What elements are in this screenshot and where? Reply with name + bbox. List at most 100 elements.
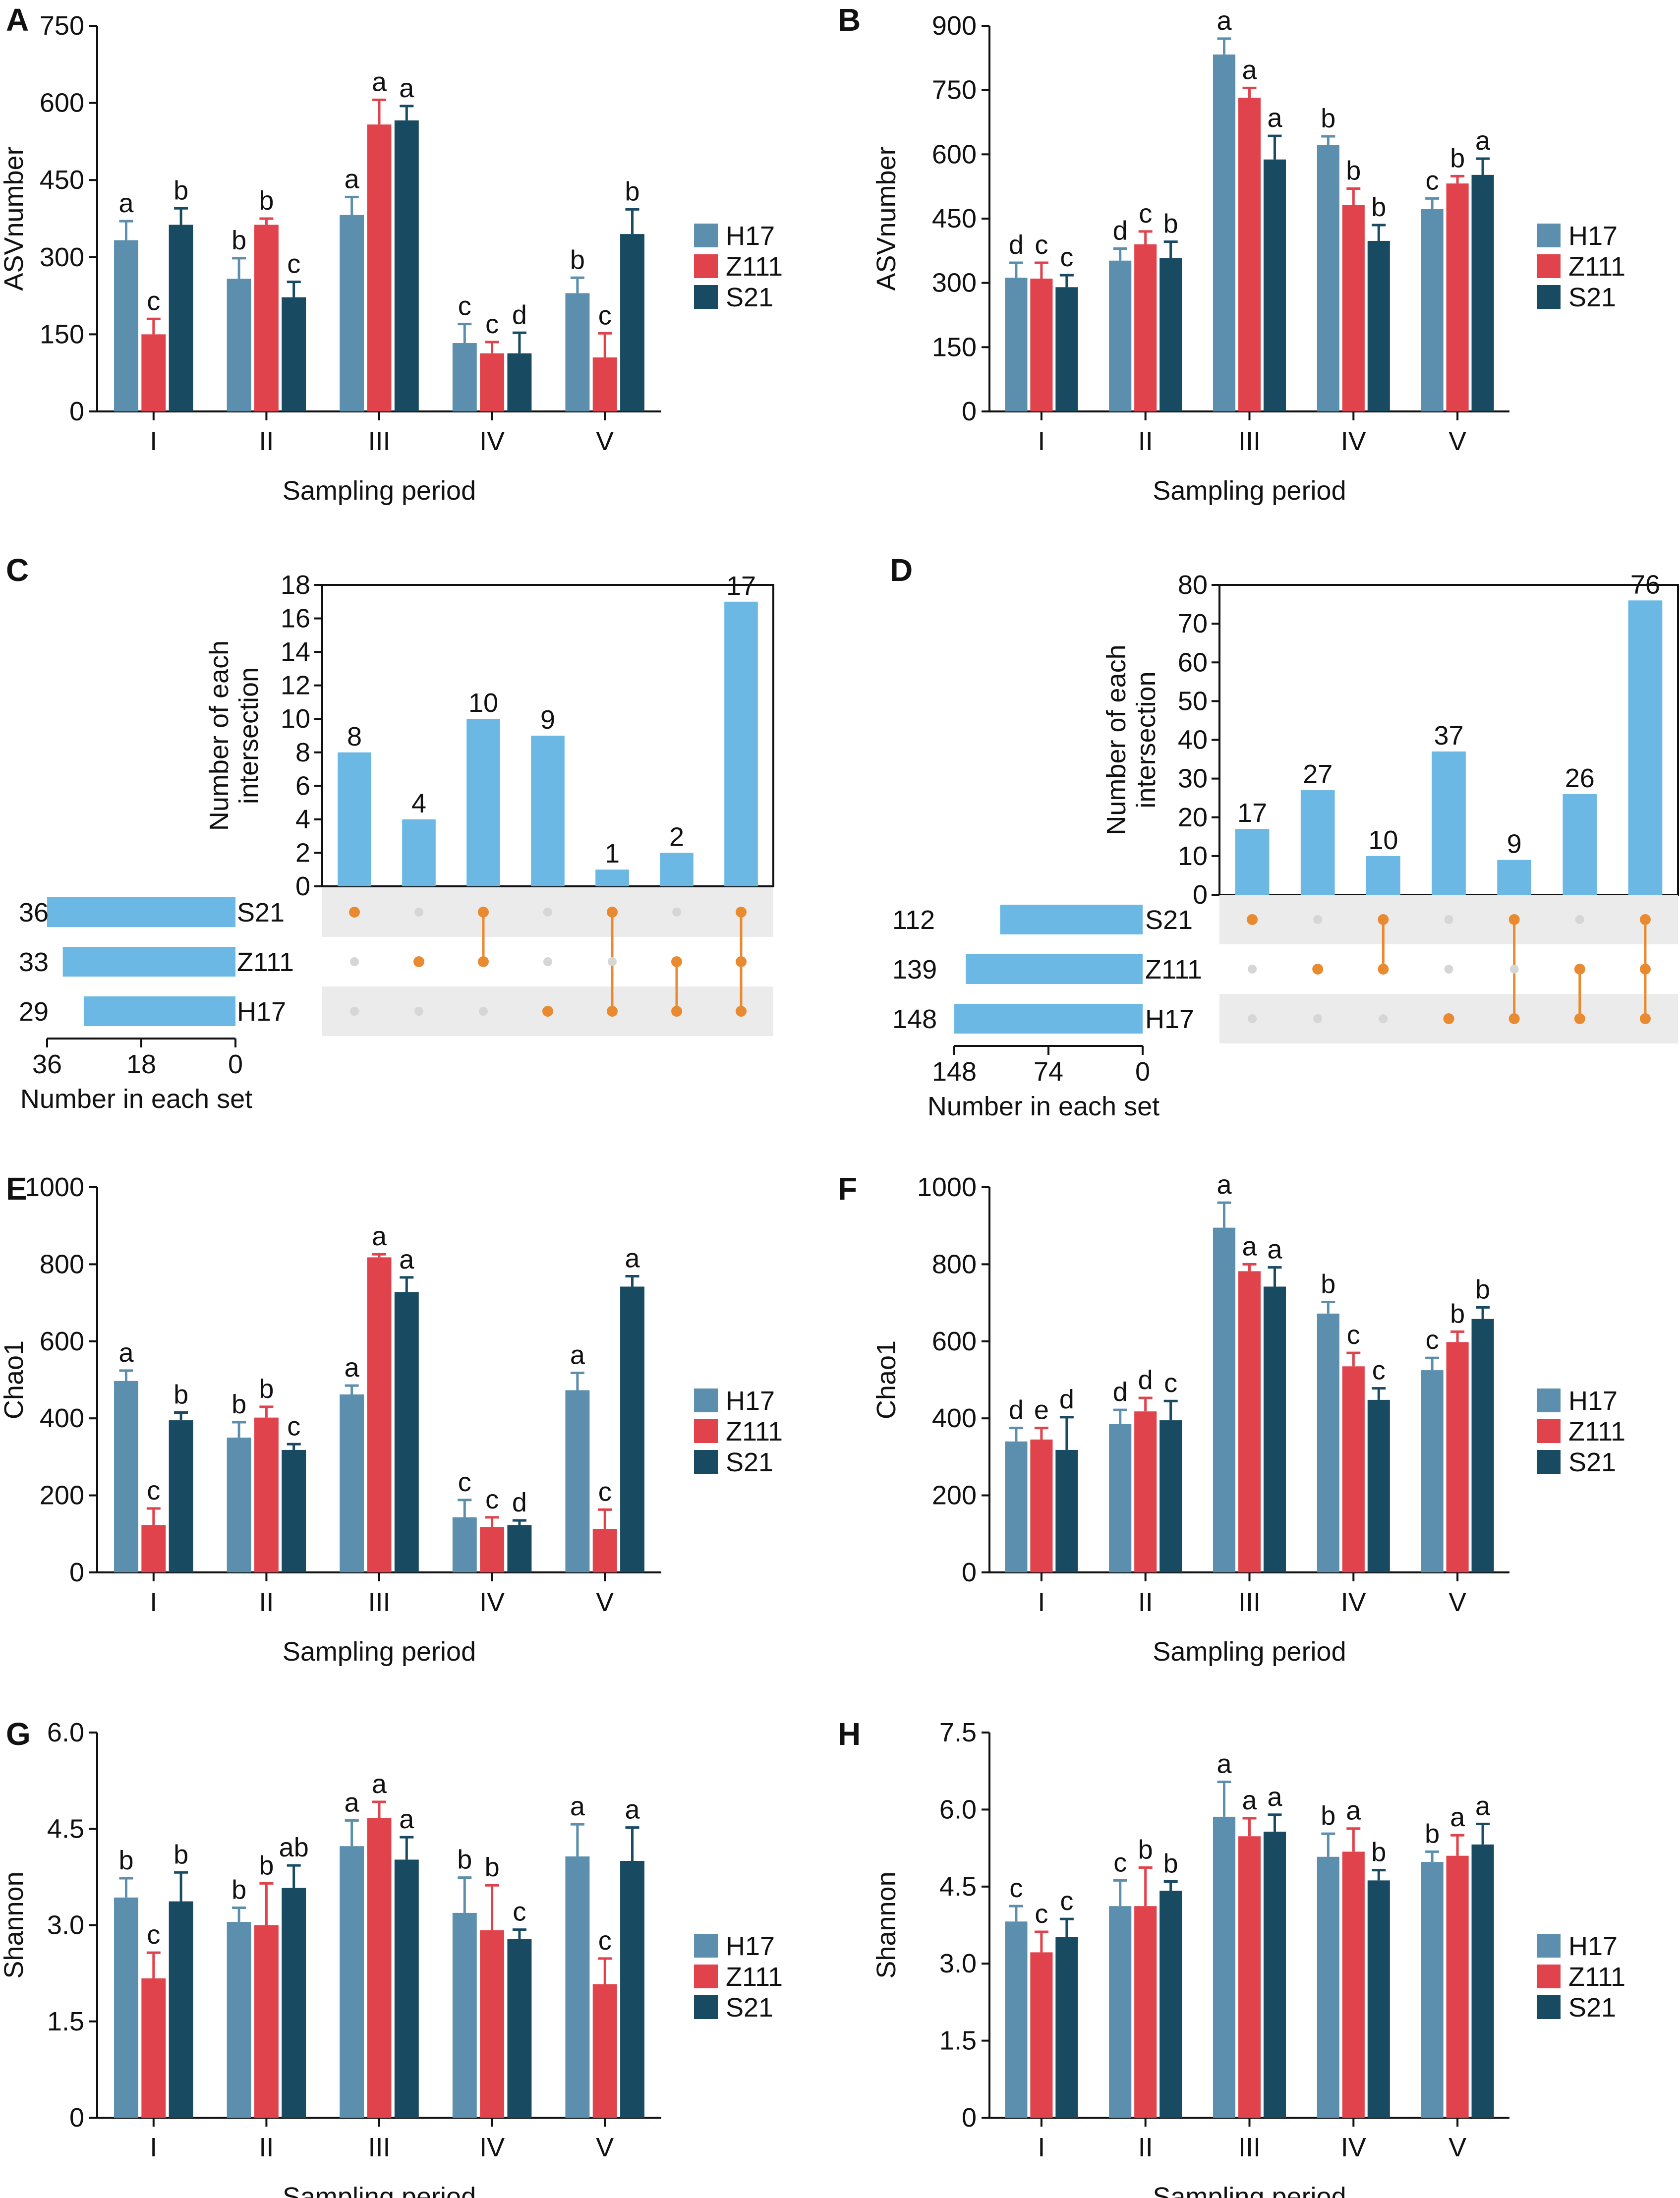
matrix-dot-active (607, 907, 618, 918)
y-axis-title-line1: Number of each (204, 640, 234, 831)
bar-H17 (227, 279, 251, 411)
matrix-dot-active (607, 1006, 618, 1017)
significance-letter: d (1009, 1395, 1024, 1425)
matrix-dot-active (1639, 1013, 1651, 1024)
bar-S21 (394, 1292, 419, 1572)
bar-H17 (565, 293, 590, 411)
significance-letter: b (259, 1851, 274, 1880)
x-tick-label: IV (1341, 1587, 1366, 1617)
matrix-dot-inactive (1575, 915, 1584, 924)
significance-letter: c (1426, 1325, 1439, 1355)
significance-letter: b (1450, 1299, 1465, 1329)
y-tick-label: 450 (932, 204, 977, 233)
legend-swatch-Z111 (694, 1419, 718, 1443)
significance-letter: a (1242, 55, 1257, 85)
x-tick-label: II (259, 426, 274, 456)
set-size-value: 112 (892, 905, 935, 935)
bar-H17 (1317, 1313, 1339, 1572)
set-size-value: 36 (19, 898, 49, 927)
legend-swatch-H17 (1537, 1388, 1561, 1412)
set-axis-title: Number in each set (20, 1084, 252, 1114)
bar-S21 (1159, 1891, 1182, 2118)
set-name: S21 (1145, 905, 1193, 935)
legend-swatch-Z111 (694, 1965, 718, 1988)
bar-Z111 (1134, 244, 1157, 411)
set-axis-tick-label: 18 (126, 1049, 156, 1079)
matrix-dot-active (671, 1006, 682, 1017)
matrix-dot-inactive (414, 1007, 423, 1016)
y-tick-label: 200 (932, 1481, 977, 1510)
x-tick-label: V (596, 2133, 614, 2162)
bar-Z111 (1446, 1855, 1469, 2118)
intersection-value: 8 (347, 722, 362, 752)
significance-letter: c (147, 1920, 160, 1950)
y-tick-label: 2 (295, 838, 310, 868)
bar-Z111 (367, 1818, 392, 2118)
set-axis-tick-label: 74 (1034, 1057, 1063, 1087)
x-tick-label: IV (479, 426, 505, 456)
y-tick-label: 14 (281, 637, 310, 667)
y-tick-label: 1.5 (47, 2007, 84, 2036)
y-tick-label: 800 (40, 1249, 84, 1279)
significance-letter: d (1113, 1377, 1128, 1407)
intersection-value: 17 (726, 571, 756, 601)
bar-H17 (1213, 1227, 1236, 1572)
y-tick-label: 400 (932, 1403, 977, 1433)
significance-letter: c (1060, 242, 1073, 272)
intersection-bar (1497, 860, 1531, 895)
matrix-dot-inactive (1248, 965, 1257, 974)
y-tick-label: 0 (69, 1558, 84, 1587)
significance-letter: d (1138, 1365, 1153, 1395)
significance-letter: a (1267, 1782, 1282, 1812)
y-tick-label: 0 (962, 1558, 977, 1587)
legend-label: H17 (1568, 1386, 1618, 1416)
x-tick-label: III (1238, 426, 1261, 456)
x-tick-label: I (150, 426, 157, 456)
significance-letter: a (1267, 1235, 1282, 1265)
legend-label: H17 (1568, 1931, 1618, 1961)
significance-letter: c (598, 1926, 612, 1956)
y-tick-label: 900 (932, 11, 977, 41)
bar-H17 (340, 1394, 364, 1572)
bar-Z111 (141, 334, 166, 411)
y-axis-title-line2: intersection (1131, 671, 1161, 808)
significance-letter: a (1475, 1791, 1491, 1821)
significance-letter: a (1267, 103, 1282, 133)
y-tick-label: 4 (295, 805, 310, 834)
significance-letter: a (1475, 126, 1491, 156)
bar-H17 (565, 1856, 590, 2118)
y-tick-label: 150 (40, 319, 84, 349)
bar-S21 (620, 1861, 644, 2118)
significance-letter: c (458, 291, 471, 321)
matrix-dot-active (542, 1006, 553, 1017)
y-axis-title-line2: intersection (234, 667, 264, 804)
x-tick-label: I (1038, 2133, 1045, 2162)
matrix-dot-active (349, 907, 360, 918)
set-size-bar (966, 954, 1143, 984)
bar-S21 (394, 120, 419, 412)
significance-letter: b (485, 1852, 500, 1882)
intersection-value: 9 (540, 705, 555, 735)
set-name: Z111 (1145, 955, 1202, 984)
bar-S21 (1367, 1399, 1390, 1572)
y-tick-label: 150 (932, 332, 977, 362)
y-tick-label: 10 (1178, 841, 1208, 871)
bar-H17 (114, 1897, 138, 2118)
x-tick-label: II (259, 1587, 274, 1617)
intersection-value: 76 (1630, 570, 1660, 599)
x-tick-label: III (1238, 2133, 1261, 2162)
y-tick-label: 3.0 (939, 1949, 977, 1978)
x-tick-label: IV (479, 1587, 505, 1617)
y-tick-label: 40 (1178, 725, 1208, 755)
y-axis-title: Chao1 (0, 1340, 29, 1419)
bar-Z111 (1238, 1836, 1261, 2118)
x-tick-label: III (368, 1587, 390, 1617)
bar-S21 (169, 1420, 193, 1572)
significance-letter: b (1371, 192, 1386, 222)
legend-label: H17 (726, 221, 775, 251)
matrix-dot-active (478, 956, 489, 967)
significance-letter: c (1372, 1356, 1386, 1386)
y-tick-label: 600 (40, 88, 84, 118)
